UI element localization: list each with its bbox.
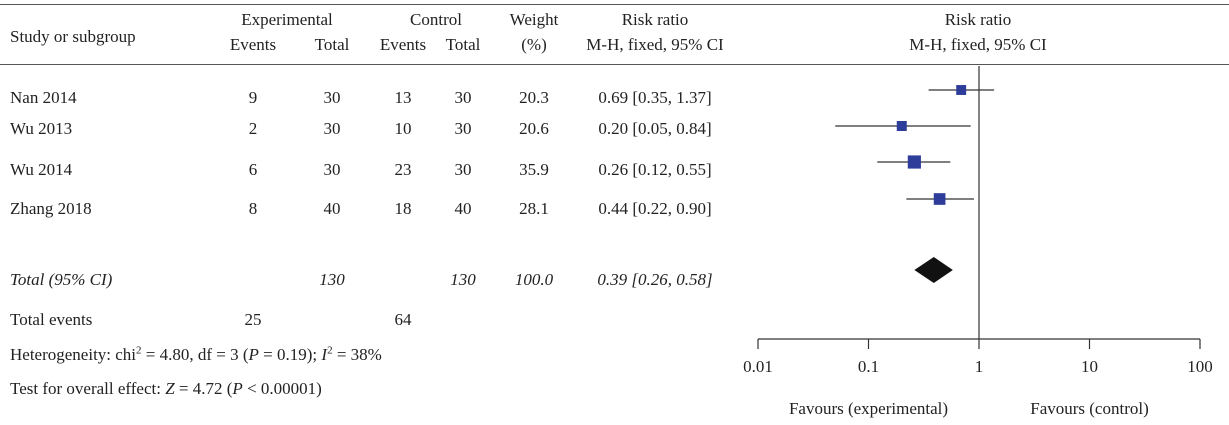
total-events-ctl: 64 [394, 310, 412, 329]
het-mid: = 4.80, df = 3 ( [141, 345, 249, 364]
top-rule [0, 4, 1229, 5]
risk-ratio-ci: 0.44 [0.22, 0.90] [598, 199, 712, 218]
study-marker [907, 155, 921, 169]
study-name: Wu 2013 [10, 119, 73, 138]
risk-ratio-ci: 0.26 [0.12, 0.55] [598, 160, 712, 179]
header-rr: Risk ratio [621, 10, 689, 29]
favours-left-label: Favours (experimental) [789, 399, 948, 418]
oe-p: P [232, 379, 243, 398]
exp-events: 8 [248, 199, 258, 218]
study-marker [956, 85, 967, 95]
weight: 35.9 [519, 160, 549, 179]
total-events-label: Total events [10, 310, 93, 329]
x-tick-label: 0.1 [858, 357, 879, 376]
ctl-events: 18 [394, 199, 412, 218]
x-tick-label: 0.01 [743, 357, 773, 376]
x-tick-label: 10 [1081, 357, 1098, 376]
ctl-total: 30 [454, 88, 472, 107]
exp-events: 6 [248, 160, 258, 179]
header-rule [0, 64, 1229, 65]
het-mid2: = 0.19); [258, 345, 322, 364]
header-weight-unit: (%) [521, 35, 547, 54]
het-sup: 2 [136, 344, 142, 357]
oe-mid: = 4.72 ( [174, 379, 233, 398]
study-name: Wu 2014 [10, 160, 73, 179]
study-marker [933, 193, 946, 205]
header-control: Control [410, 10, 462, 29]
exp-events: 2 [248, 119, 258, 138]
total-events-exp: 25 [244, 310, 262, 329]
total-ctl: 130 [450, 270, 476, 289]
study-name: Zhang 2018 [10, 199, 92, 218]
exp-total: 30 [323, 160, 341, 179]
weight: 20.3 [519, 88, 549, 107]
risk-ratio-ci: 0.69 [0.35, 1.37] [598, 88, 712, 107]
oe-z: Z [165, 379, 175, 398]
ctl-events: 10 [394, 119, 412, 138]
ctl-events: 13 [394, 88, 412, 107]
het-i: I [321, 345, 328, 364]
heterogeneity-text: Heterogeneity: chi2 = 4.80, df = 3 (P = … [10, 345, 382, 365]
total-ci: 0.39 [0.26, 0.58] [597, 270, 713, 289]
favours-right-label: Favours (control) [1030, 399, 1149, 418]
risk-ratio-ci: 0.20 [0.05, 0.84] [598, 119, 712, 138]
header-rr-method: M-H, fixed, 95% CI [586, 35, 724, 54]
het-tail: = 38% [332, 345, 382, 364]
header-exp-total: Total [314, 35, 350, 54]
het-p: P [248, 345, 259, 364]
ctl-total: 30 [454, 119, 472, 138]
x-tick-label: 100 [1187, 357, 1213, 376]
oe-tail: < 0.00001) [242, 379, 322, 398]
ctl-total: 30 [454, 160, 472, 179]
exp-total: 30 [323, 88, 341, 107]
header-plot-method: M-H, fixed, 95% CI [909, 35, 1047, 54]
exp-total: 30 [323, 119, 341, 138]
header-ctl-events: Events [379, 35, 427, 54]
x-tick-label: 1 [975, 357, 984, 376]
het-prefix: Heterogeneity: chi [10, 345, 137, 364]
header-plot-title: Risk ratio [944, 10, 1012, 29]
weight: 28.1 [519, 199, 549, 218]
total-exp: 130 [319, 270, 345, 289]
pooled-diamond [914, 257, 953, 283]
ctl-events: 23 [394, 160, 412, 179]
study-name: Nan 2014 [10, 88, 77, 107]
ctl-total: 40 [454, 199, 472, 218]
study-marker [896, 121, 907, 131]
header-ctl-total: Total [445, 35, 481, 54]
exp-events: 9 [248, 88, 258, 107]
exp-total: 40 [323, 199, 341, 218]
header-study: Study or subgroup [10, 27, 136, 46]
header-exp-events: Events [229, 35, 277, 54]
total-weight: 100.0 [514, 270, 554, 289]
overall-effect-text: Test for overall effect: Z = 4.72 (P < 0… [10, 379, 322, 399]
het-sup2: 2 [327, 344, 333, 357]
header-experimental: Experimental [241, 10, 333, 29]
total-label: Total (95% CI) [10, 270, 113, 289]
weight: 20.6 [519, 119, 549, 138]
header-weight: Weight [509, 10, 559, 29]
oe-prefix: Test for overall effect: [10, 379, 166, 398]
